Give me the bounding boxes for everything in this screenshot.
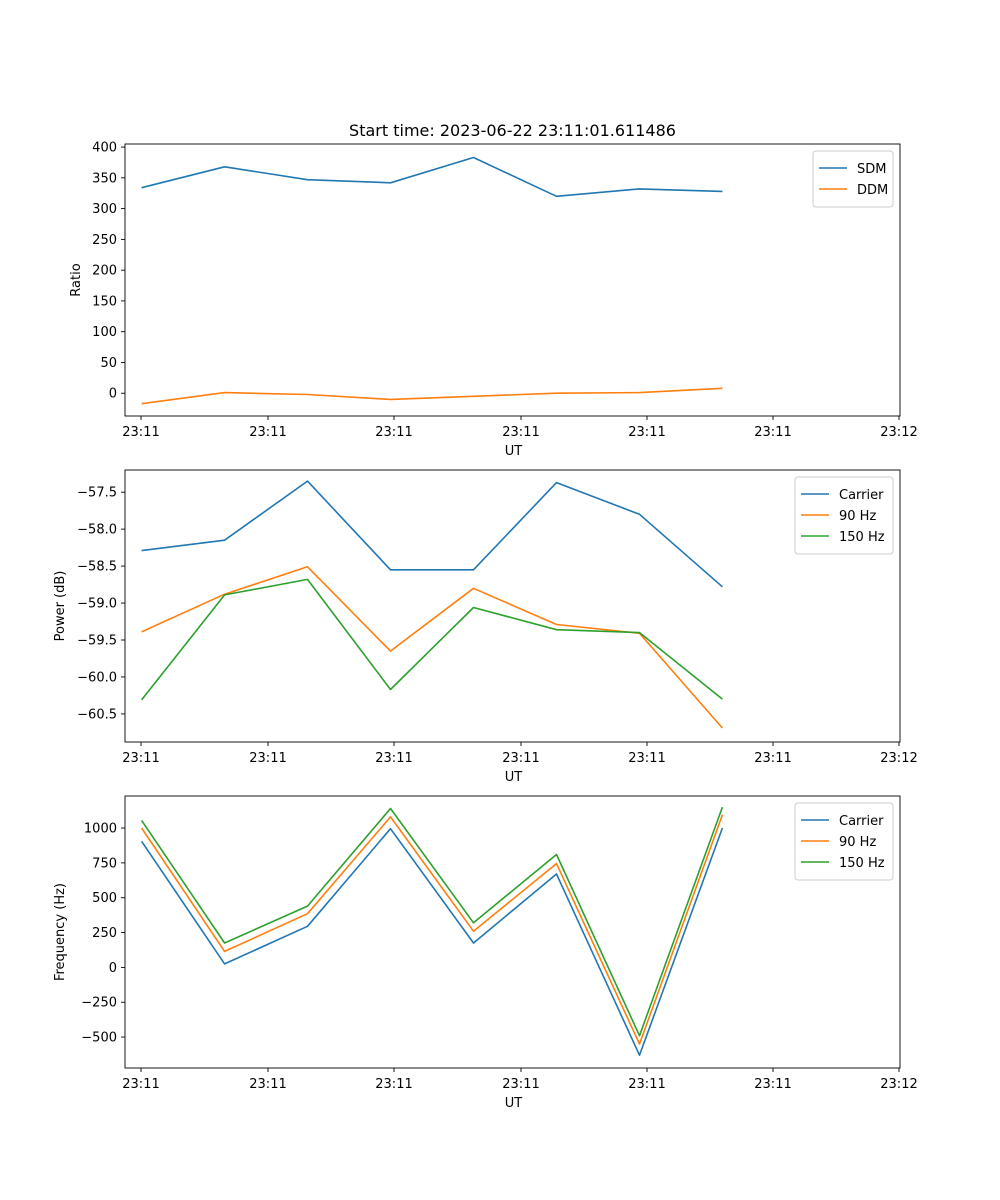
x-tick-label: 23:11 <box>754 751 791 766</box>
y-tick-label: 250 <box>92 233 117 248</box>
legend: Carrier 90 Hz 150 Hz <box>794 476 894 555</box>
legend-label: Carrier <box>839 814 884 829</box>
subplot-2: 23:11 23:11 23:11 23:11 23:11 23:11 23:12 −60.5… <box>53 469 918 785</box>
axes-frame <box>124 469 901 743</box>
series-line-carrier <box>140 827 724 1056</box>
x-tick-label: 23:11 <box>375 1077 412 1092</box>
y-tick-label: −500 <box>81 1031 117 1046</box>
x-tick-label: 23:12 <box>880 1077 917 1092</box>
y-tick-label: 400 <box>92 141 117 156</box>
y-axis-label: Ratio <box>69 263 84 296</box>
x-tick-label: 23:11 <box>375 751 412 766</box>
x-tick-label: 23:11 <box>754 425 791 440</box>
x-tick-label: 23:11 <box>122 425 159 440</box>
x-tick-label: 23:11 <box>122 751 159 766</box>
y-tick-label: 300 <box>92 202 117 217</box>
legend-label: 90 Hz <box>839 509 876 524</box>
y-tick-label: 500 <box>92 891 117 906</box>
x-tick-label: 23:11 <box>249 1077 286 1092</box>
y-tick-label: 150 <box>92 294 117 309</box>
series-line-ddm <box>141 387 723 405</box>
series-line-sdm <box>141 156 723 198</box>
axes-frame <box>124 795 901 1069</box>
x-tick-label: 23:12 <box>880 425 917 440</box>
x-tick-label: 23:11 <box>628 751 665 766</box>
y-tick-label: −250 <box>81 996 117 1011</box>
subplot-1: Start time: 2023-06-22 23:11:01.611486 23… <box>69 121 918 459</box>
y-tick-label: 200 <box>92 264 117 279</box>
legend-label: 150 Hz <box>839 856 885 871</box>
legend: Carrier 90 Hz 150 Hz <box>794 802 894 881</box>
y-tick-label: −58.5 <box>77 560 117 575</box>
legend: SDM DDM <box>812 150 894 208</box>
x-tick-label: 23:11 <box>502 1077 539 1092</box>
series-line-150-hz <box>140 806 724 1037</box>
chart-title: Start time: 2023-06-22 23:11:01.611486 <box>349 121 676 140</box>
legend-box <box>812 150 894 208</box>
legend-label: SDM <box>857 162 886 177</box>
x-tick-label: 23:11 <box>375 425 412 440</box>
legend-label: 90 Hz <box>839 835 876 850</box>
legend-label: DDM <box>857 183 888 198</box>
y-tick-label: 750 <box>92 856 117 871</box>
legend-label: Carrier <box>839 488 884 503</box>
y-tick-label: 0 <box>109 961 117 976</box>
y-tick-label: −60.5 <box>77 707 117 722</box>
x-tick-label: 23:11 <box>502 425 539 440</box>
y-tick-label: −60.0 <box>77 670 117 685</box>
legend-box <box>794 476 894 555</box>
series-line-carrier <box>141 480 723 588</box>
y-tick-label: 50 <box>100 356 117 371</box>
subplot-3: 23:11 23:11 23:11 23:11 23:11 23:11 23:12 −500 −… <box>53 795 918 1111</box>
y-axis-label: Frequency (Hz) <box>53 883 68 981</box>
axes-frame <box>124 143 901 417</box>
legend-label: 150 Hz <box>839 530 885 545</box>
series-line-150-hz <box>140 578 723 701</box>
y-tick-label: 100 <box>92 325 117 340</box>
y-tick-label: 250 <box>92 926 117 941</box>
y-tick-label: −57.5 <box>77 486 117 501</box>
x-tick-label: 23:11 <box>249 425 286 440</box>
x-tick-label: 23:11 <box>628 1077 665 1092</box>
x-tick-label: 23:11 <box>628 425 665 440</box>
y-tick-label: −59.0 <box>77 597 117 612</box>
x-axis-label: UT <box>505 770 523 785</box>
x-axis-label: UT <box>505 1096 523 1111</box>
y-tick-label: 1000 <box>84 822 117 837</box>
y-tick-label: −58.0 <box>77 523 117 538</box>
y-axis-label: Power (dB) <box>53 571 68 642</box>
x-tick-label: 23:12 <box>880 751 917 766</box>
x-tick-label: 23:11 <box>754 1077 791 1092</box>
x-tick-label: 23:11 <box>122 1077 159 1092</box>
y-tick-label: 0 <box>109 387 117 402</box>
y-tick-label: 350 <box>92 171 117 186</box>
x-tick-label: 23:11 <box>249 751 286 766</box>
x-tick-label: 23:11 <box>502 751 539 766</box>
legend-box <box>794 802 894 881</box>
x-axis-label: UT <box>505 444 523 459</box>
y-tick-label: −59.5 <box>77 634 117 649</box>
series-line-90-hz <box>140 814 724 1045</box>
